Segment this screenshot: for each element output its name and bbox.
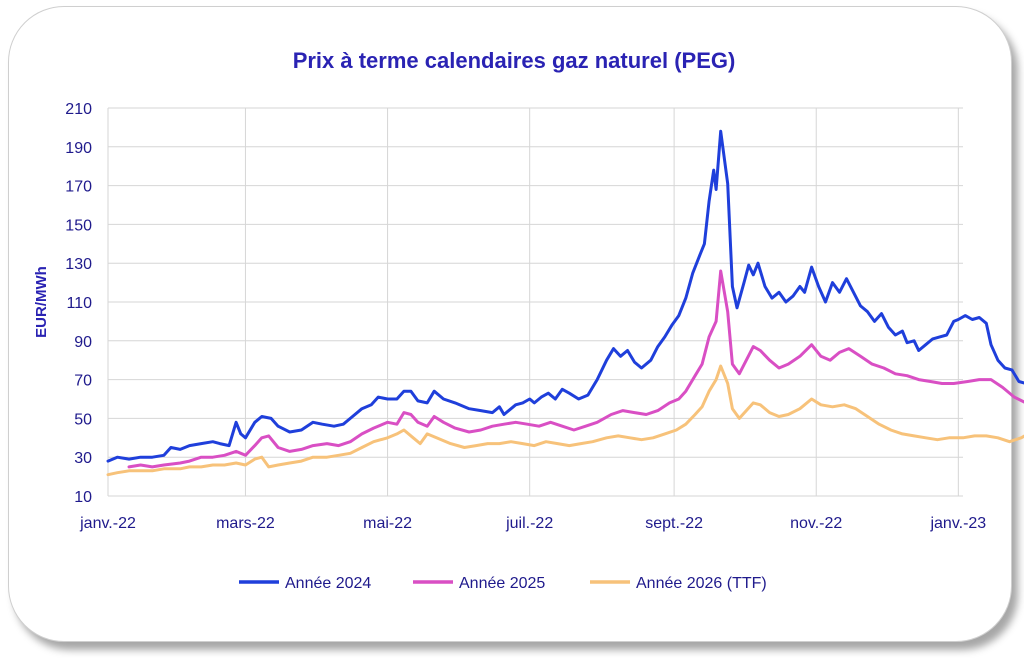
y-tick-label: 10 [74, 489, 92, 506]
legend-item: Année 2025 [413, 575, 545, 592]
y-tick-label: 130 [65, 256, 92, 273]
legend-label: Année 2025 [459, 575, 545, 592]
y-tick-label: 150 [65, 217, 92, 234]
y-tick-label: 90 [74, 334, 92, 351]
x-tick-label: nov.-22 [790, 515, 842, 532]
x-tick-label: janv.-23 [929, 515, 986, 532]
chart-title: Prix à terme calendaires gaz naturel (PE… [293, 48, 736, 73]
legend-label: Année 2024 [285, 575, 371, 592]
x-tick-label: mai-22 [363, 515, 412, 532]
y-tick-label: 190 [65, 140, 92, 157]
legend-label: Année 2026 (TTF) [636, 575, 767, 592]
x-tick-label: sept.-22 [645, 515, 703, 532]
series-line-3 [106, 364, 1024, 477]
y-tick-label: 170 [65, 179, 92, 196]
series-line-2 [127, 269, 1024, 469]
y-axis-ticks: 10 30 50 70 90 110 130 150 170 190 210 [65, 101, 92, 506]
y-tick-label: 210 [65, 101, 92, 118]
chart-card [8, 6, 1012, 642]
y-tick-label: 30 [74, 450, 92, 467]
series-lines [106, 129, 1024, 477]
series-line-1 [106, 129, 1024, 463]
x-tick-label: mars-22 [216, 515, 275, 532]
x-axis-ticks: janv.-22 mars-22 mai-22 juil.-22 sept.-22 nov… [79, 515, 986, 532]
legend-item: Année 2024 [239, 575, 371, 592]
gridlines [107, 107, 963, 497]
legend-item: Année 2026 (TTF) [590, 575, 767, 592]
y-axis-label: EUR/MWh [33, 266, 50, 338]
x-tick-label: janv.-22 [79, 515, 136, 532]
x-tick-label: juil.-22 [505, 515, 553, 532]
y-tick-label: 70 [74, 373, 92, 390]
y-tick-label: 110 [66, 295, 92, 312]
y-tick-label: 50 [74, 411, 92, 428]
legend: Année 2024 Année 2025 Année 2026 (TTF) [239, 575, 767, 592]
